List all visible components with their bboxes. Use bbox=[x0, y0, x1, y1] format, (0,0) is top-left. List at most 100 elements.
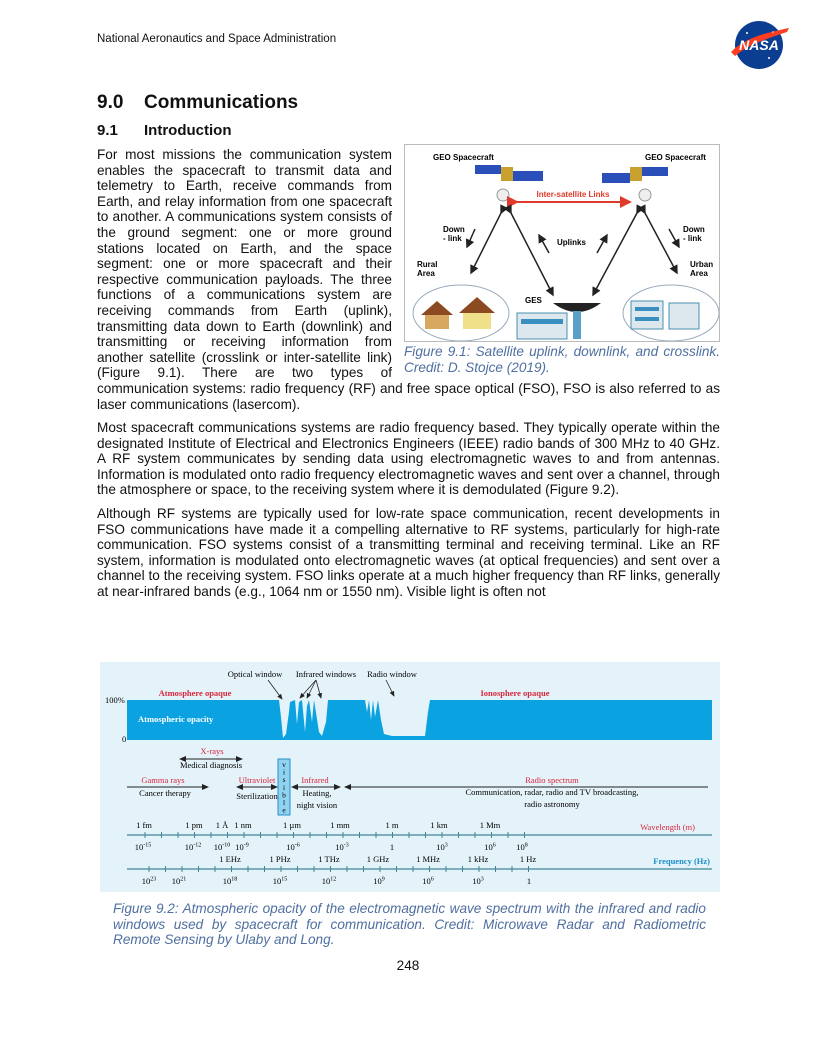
visible-letter: l bbox=[283, 798, 285, 807]
svg-text:Ultraviolet: Ultraviolet bbox=[239, 775, 276, 785]
frequency-tick-label: 1 kHz bbox=[468, 854, 489, 864]
frequency-tick-label: 1 PHz bbox=[269, 854, 290, 864]
svg-text:night vision: night vision bbox=[297, 800, 338, 810]
paragraph-1: For most missions the communication syst… bbox=[97, 147, 720, 412]
satellite-links-diagram: GEO Spacecraft GEO Spacecraft Inter-sate… bbox=[404, 144, 720, 342]
wavelength-power-label: 1 bbox=[390, 842, 394, 852]
frequency-tick-label: 1 THz bbox=[318, 854, 340, 864]
wavelength-tick-label: 1 nm bbox=[234, 820, 252, 830]
visible-letter: b bbox=[282, 790, 286, 799]
svg-text:GES: GES bbox=[525, 296, 543, 305]
wavelength-power-label: 10-3 bbox=[335, 842, 349, 852]
frequency-power-label: 103 bbox=[472, 876, 484, 886]
wavelength-power-label: 106 bbox=[484, 842, 496, 852]
ground-station-icon bbox=[516, 303, 601, 340]
band-arrows bbox=[127, 756, 708, 790]
svg-text:Wavelength (m): Wavelength (m) bbox=[640, 822, 695, 832]
svg-text:Infrared: Infrared bbox=[301, 775, 329, 785]
svg-text:- link: - link bbox=[683, 234, 702, 243]
window-pointers bbox=[267, 679, 395, 700]
wavelength-power-label: 10-6 bbox=[286, 842, 300, 852]
svg-text:Communication, radar, radio an: Communication, radar, radio and TV broad… bbox=[465, 787, 638, 797]
svg-text:Radio spectrum: Radio spectrum bbox=[525, 775, 579, 785]
wavelength-power-label: 10-10 bbox=[214, 842, 231, 852]
svg-text:Medical diagnosis: Medical diagnosis bbox=[180, 760, 242, 770]
svg-text:Area: Area bbox=[417, 269, 435, 278]
frequency-power-label: 1023 bbox=[142, 876, 157, 886]
visible-letter: v bbox=[282, 760, 286, 769]
wavelength-power-label: 10-15 bbox=[135, 842, 152, 852]
svg-text:GEO Spacecraft: GEO Spacecraft bbox=[645, 153, 706, 162]
svg-text:Inter-satellite Links: Inter-satellite Links bbox=[537, 190, 610, 199]
wavelength-tick-label: 1 Å bbox=[216, 820, 229, 830]
frequency-power-label: 1021 bbox=[172, 876, 187, 886]
svg-text:Rural: Rural bbox=[417, 260, 437, 269]
link-arrows bbox=[465, 204, 680, 297]
header-organization: National Aeronautics and Space Administr… bbox=[97, 33, 337, 45]
svg-text:Down: Down bbox=[683, 225, 705, 234]
svg-text:radio astronomy: radio astronomy bbox=[524, 799, 580, 809]
frequency-power-label: 109 bbox=[373, 876, 385, 886]
svg-text:Down: Down bbox=[443, 225, 465, 234]
visible-letter: e bbox=[282, 806, 286, 815]
paragraph-3: Although RF systems are typically used f… bbox=[97, 506, 720, 600]
svg-text:Optical window: Optical window bbox=[228, 669, 283, 679]
visible-letter: i bbox=[283, 768, 285, 777]
wavelength-tick-label: 1 pm bbox=[185, 820, 203, 830]
wavelength-tick-label: 1 fm bbox=[136, 820, 152, 830]
wavelength-power-label: 10-12 bbox=[185, 842, 202, 852]
svg-text:GEO Spacecraft: GEO Spacecraft bbox=[433, 153, 494, 162]
svg-text:- link: - link bbox=[443, 234, 462, 243]
satellite-left-icon bbox=[475, 165, 543, 202]
office-buildings-icon bbox=[630, 300, 700, 330]
wavelength-tick-label: 1 Mm bbox=[480, 820, 501, 830]
frequency-power-label: 1012 bbox=[322, 876, 337, 886]
frequency-power-label: 1015 bbox=[273, 876, 288, 886]
svg-text:Uplinks: Uplinks bbox=[557, 238, 586, 247]
wavelength-power-label: 103 bbox=[436, 842, 448, 852]
frequency-tick-label: 1 Hz bbox=[520, 854, 537, 864]
satellite-right-icon bbox=[602, 167, 668, 202]
svg-text:Area: Area bbox=[690, 269, 708, 278]
frequency-tick-label: 1 EHz bbox=[219, 854, 241, 864]
paragraph-2: Most spacecraft communications systems a… bbox=[97, 420, 720, 498]
svg-text:Frequency (Hz): Frequency (Hz) bbox=[653, 856, 710, 866]
svg-text:100%: 100% bbox=[105, 695, 125, 705]
subsection-heading: 9.1 Introduction bbox=[97, 122, 232, 139]
svg-text:Cancer therapy: Cancer therapy bbox=[139, 788, 191, 798]
frequency-tick-label: 1 GHz bbox=[367, 854, 390, 864]
nasa-logo: NASA bbox=[731, 21, 789, 69]
frequency-power-label: 1018 bbox=[223, 876, 238, 886]
houses-icon bbox=[421, 297, 495, 329]
svg-text:Atmospheric opacity: Atmospheric opacity bbox=[138, 714, 214, 724]
wavelength-tick-label: 1 µm bbox=[283, 820, 301, 830]
svg-text:NASA: NASA bbox=[739, 37, 779, 53]
visible-letter: i bbox=[283, 783, 285, 792]
frequency-tick-label: 1 MHz bbox=[416, 854, 440, 864]
wavelength-power-label: 108 bbox=[516, 842, 528, 852]
visible-letter: s bbox=[283, 775, 286, 784]
wavelength-tick-label: 1 mm bbox=[330, 820, 350, 830]
svg-text:Urban: Urban bbox=[690, 260, 713, 269]
svg-text:Radio window: Radio window bbox=[367, 669, 418, 679]
svg-text:Heating,: Heating, bbox=[302, 788, 331, 798]
svg-text:Sterilization: Sterilization bbox=[236, 791, 278, 801]
atmospheric-opacity-area bbox=[127, 700, 712, 740]
figure-9-2-caption: Figure 9.2: Atmospheric opacity of the e… bbox=[113, 901, 706, 948]
figure-9-1-caption: Figure 9.1: Satellite uplink, downlink, … bbox=[404, 344, 720, 375]
frequency-power-label: 106 bbox=[422, 876, 434, 886]
visible-band-box bbox=[277, 758, 291, 816]
svg-text:Gamma rays: Gamma rays bbox=[141, 775, 184, 785]
frequency-power-label: 1 bbox=[527, 876, 531, 886]
svg-text:Ionosphere opaque: Ionosphere opaque bbox=[480, 688, 549, 698]
page-number: 248 bbox=[396, 958, 420, 973]
figure-9-1: GEO Spacecraft GEO Spacecraft Inter-sate… bbox=[404, 144, 720, 375]
wavelength-tick-label: 1 m bbox=[386, 820, 399, 830]
section-heading: 9.0 Communications bbox=[97, 92, 299, 113]
svg-text:Infrared windows: Infrared windows bbox=[296, 669, 356, 679]
wavelength-power-label: 10-9 bbox=[235, 842, 249, 852]
svg-text:Atmosphere opaque: Atmosphere opaque bbox=[159, 688, 232, 698]
svg-text:0: 0 bbox=[122, 734, 126, 744]
